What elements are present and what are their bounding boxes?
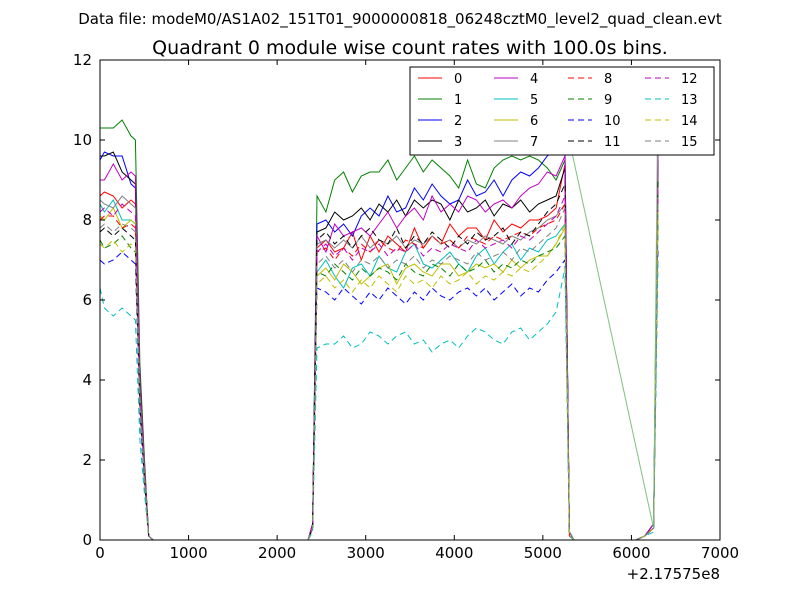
legend-label-14: 14 [681, 114, 698, 129]
x-tick-label: 3000 [347, 544, 385, 562]
x-tick-label: 0 [95, 544, 105, 562]
legend-label-6: 6 [530, 114, 538, 129]
series-line-7 [99, 195, 659, 541]
y-tick-label: 4 [82, 371, 92, 389]
series-line-2 [99, 139, 659, 541]
y-tick-label: 0 [82, 531, 92, 549]
y-tick-label: 8 [82, 211, 92, 229]
y-tick-label: 2 [82, 451, 92, 469]
x-tick-label: 1000 [169, 544, 207, 562]
x-tick-label: 6000 [612, 544, 650, 562]
series-line-1 [100, 119, 659, 541]
chart-suptitle: Data file: modeM0/AS1A02_151T01_90000008… [78, 10, 722, 29]
series-line-14 [99, 211, 659, 541]
legend-label-7: 7 [530, 135, 538, 150]
series-line-3 [100, 151, 659, 541]
x-axis: 0 1000 2000 3000 4000 5000 6000 7000 [95, 60, 739, 562]
legend-box [409, 66, 715, 156]
legend-label-15: 15 [681, 135, 698, 150]
series-line-11 [99, 179, 659, 541]
legend-label-10: 10 [604, 114, 621, 129]
legend-label-13: 13 [681, 93, 698, 108]
x-tick-label: 7000 [701, 544, 739, 562]
series-line-10 [99, 247, 659, 541]
x-tick-label: 4000 [435, 544, 473, 562]
x-tick-label: 2000 [258, 544, 296, 562]
series-line-13 [99, 259, 659, 541]
series-spike-5 [560, 99, 655, 529]
x-tick-label: 5000 [524, 544, 562, 562]
y-tick-label: 12 [73, 51, 92, 69]
series-line-6 [99, 207, 659, 541]
legend-label-2: 2 [454, 114, 462, 129]
legend-label-4: 4 [530, 72, 538, 87]
series-line-12 [99, 187, 659, 541]
legend-label-12: 12 [681, 72, 698, 87]
x-offset-label: +2.17575e8 [627, 565, 720, 583]
legend-label-9: 9 [604, 93, 612, 108]
legend-label-11: 11 [604, 135, 621, 150]
y-tick-label: 6 [82, 291, 92, 309]
y-tick-label: 10 [73, 131, 92, 149]
series-line-9 [99, 223, 659, 541]
legend-label-0: 0 [454, 72, 462, 87]
chart-title: Quadrant 0 module wise count rates with … [152, 37, 668, 59]
legend-label-3: 3 [454, 135, 462, 150]
series-line-0 [99, 159, 659, 541]
legend-label-5: 5 [530, 93, 538, 108]
legend-label-8: 8 [604, 72, 612, 87]
series-line-4 [100, 147, 659, 541]
legend-label-1: 1 [454, 93, 462, 108]
